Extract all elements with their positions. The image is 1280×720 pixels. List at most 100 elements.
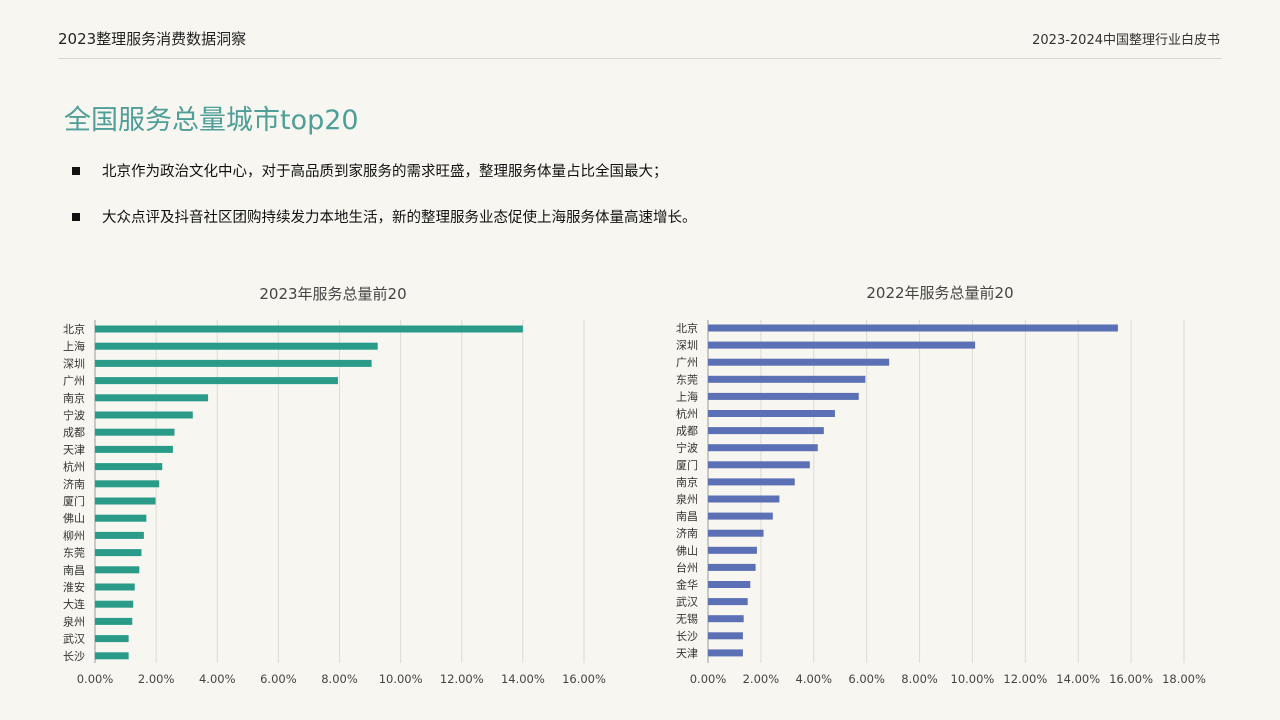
bar bbox=[708, 598, 748, 606]
category-label: 南昌 bbox=[63, 564, 85, 577]
category-label: 济南 bbox=[676, 526, 698, 540]
x-tick-label: 16.00% bbox=[1109, 672, 1153, 686]
bar bbox=[708, 563, 756, 571]
x-tick-label: 14.00% bbox=[1056, 672, 1100, 686]
category-label: 厦门 bbox=[676, 458, 698, 472]
x-tick-label: 6.00% bbox=[848, 672, 885, 686]
bar bbox=[708, 358, 890, 366]
bar bbox=[708, 478, 795, 486]
bar bbox=[708, 632, 743, 640]
bullet-text: 大众点评及抖音社区团购持续发力本地生活，新的整理服务业态促使上海服务体量高速增长… bbox=[102, 210, 697, 226]
chart-title-2023: 2023年服务总量前20 bbox=[259, 285, 407, 303]
bullet-text: 北京作为政治文化中心，对于高品质到家服务的需求旺盛，整理服务体量占比全国最大； bbox=[102, 164, 668, 180]
bar bbox=[95, 377, 338, 385]
category-label: 上海 bbox=[676, 389, 698, 403]
category-label: 厦门 bbox=[63, 494, 85, 508]
category-label: 深圳 bbox=[63, 357, 85, 370]
x-tick-label: 0.00% bbox=[690, 672, 727, 686]
bullet-item: 北京作为政治文化中心，对于高品质到家服务的需求旺盛，整理服务体量占比全国最大； bbox=[72, 160, 668, 181]
bar bbox=[708, 546, 757, 554]
x-tick-label: 10.00% bbox=[379, 672, 423, 686]
bar bbox=[95, 428, 175, 436]
category-label: 大连 bbox=[63, 597, 85, 611]
category-label: 广州 bbox=[63, 375, 85, 388]
category-label: 北京 bbox=[676, 321, 698, 335]
category-label: 长沙 bbox=[63, 650, 85, 663]
category-label: 东莞 bbox=[676, 373, 698, 386]
category-label: 武汉 bbox=[63, 633, 85, 646]
x-tick-label: 18.00% bbox=[1162, 672, 1206, 686]
bar bbox=[95, 445, 173, 453]
square-bullet-icon bbox=[72, 212, 80, 221]
page-title: 全国服务总量城市top20 bbox=[64, 105, 359, 136]
bar bbox=[708, 461, 810, 469]
bar bbox=[708, 410, 835, 417]
x-tick-label: 14.00% bbox=[501, 672, 545, 686]
x-tick-label: 4.00% bbox=[796, 672, 833, 686]
header-left-title: 2023整理服务消费数据洞察 bbox=[58, 30, 247, 48]
bar bbox=[95, 566, 140, 574]
x-tick-label: 10.00% bbox=[951, 672, 995, 686]
category-label: 南昌 bbox=[676, 510, 698, 523]
category-label: 台州 bbox=[676, 560, 698, 574]
category-label: 天津 bbox=[63, 443, 85, 456]
category-label: 宁波 bbox=[676, 441, 698, 455]
bar bbox=[95, 549, 142, 557]
category-label: 北京 bbox=[63, 322, 85, 336]
category-label: 广州 bbox=[676, 356, 698, 369]
x-tick-label: 8.00% bbox=[321, 672, 358, 686]
bar bbox=[95, 514, 147, 522]
bar bbox=[708, 375, 866, 383]
x-tick-label: 4.00% bbox=[199, 672, 236, 686]
category-label: 杭州 bbox=[676, 407, 698, 421]
bar bbox=[708, 427, 824, 435]
x-tick-label: 12.00% bbox=[1003, 672, 1047, 686]
bar bbox=[95, 325, 523, 333]
header-right-title: 2023-2024中国整理行业白皮书 bbox=[1032, 33, 1220, 48]
x-tick-label: 16.00% bbox=[562, 672, 606, 686]
header-divider bbox=[58, 58, 1222, 59]
category-label: 泉州 bbox=[676, 492, 698, 506]
category-label: 天津 bbox=[676, 647, 698, 660]
category-label: 深圳 bbox=[676, 339, 698, 352]
x-tick-label: 12.00% bbox=[440, 672, 484, 686]
category-label: 金华 bbox=[676, 578, 698, 592]
bar bbox=[95, 480, 160, 488]
category-label: 无锡 bbox=[676, 612, 698, 626]
bar bbox=[95, 617, 133, 625]
category-label: 济南 bbox=[63, 477, 85, 491]
bar bbox=[95, 652, 129, 660]
bar bbox=[708, 444, 818, 452]
bar bbox=[95, 342, 378, 350]
square-bullet-icon bbox=[72, 166, 80, 175]
bar bbox=[708, 529, 764, 537]
category-label: 武汉 bbox=[676, 596, 698, 609]
bar bbox=[708, 615, 744, 623]
category-label: 成都 bbox=[63, 426, 85, 439]
bar bbox=[708, 649, 743, 657]
category-label: 东莞 bbox=[63, 547, 85, 560]
x-tick-label: 0.00% bbox=[77, 672, 114, 686]
bar bbox=[708, 581, 751, 588]
bar bbox=[95, 497, 156, 505]
category-label: 柳州 bbox=[63, 528, 85, 542]
x-tick-label: 2.00% bbox=[743, 672, 780, 686]
bar bbox=[95, 394, 209, 402]
category-label: 成都 bbox=[676, 425, 698, 438]
bar bbox=[708, 341, 976, 349]
bar-chart-2023: 0.00% 2.00% 4.00% 6.00% 8.00% 10.00% 12.00% 14.… bbox=[63, 320, 606, 686]
chart-title-2022: 2022年服务总量前20 bbox=[866, 284, 1014, 302]
bar bbox=[95, 583, 135, 591]
category-label: 长沙 bbox=[676, 630, 698, 643]
x-tick-label: 8.00% bbox=[901, 672, 938, 686]
category-label: 杭州 bbox=[63, 460, 85, 474]
bar bbox=[708, 392, 859, 400]
category-label: 宁波 bbox=[63, 408, 85, 422]
x-tick-label: 2.00% bbox=[138, 672, 175, 686]
bar bbox=[95, 411, 193, 419]
bar-chart-2022: 0.00% 2.00% 4.00% 6.00% 8.00% 10.00% 12.00% 14.… bbox=[676, 320, 1206, 686]
category-label: 上海 bbox=[63, 339, 85, 353]
category-label: 淮安 bbox=[63, 580, 85, 594]
bar bbox=[708, 512, 773, 520]
